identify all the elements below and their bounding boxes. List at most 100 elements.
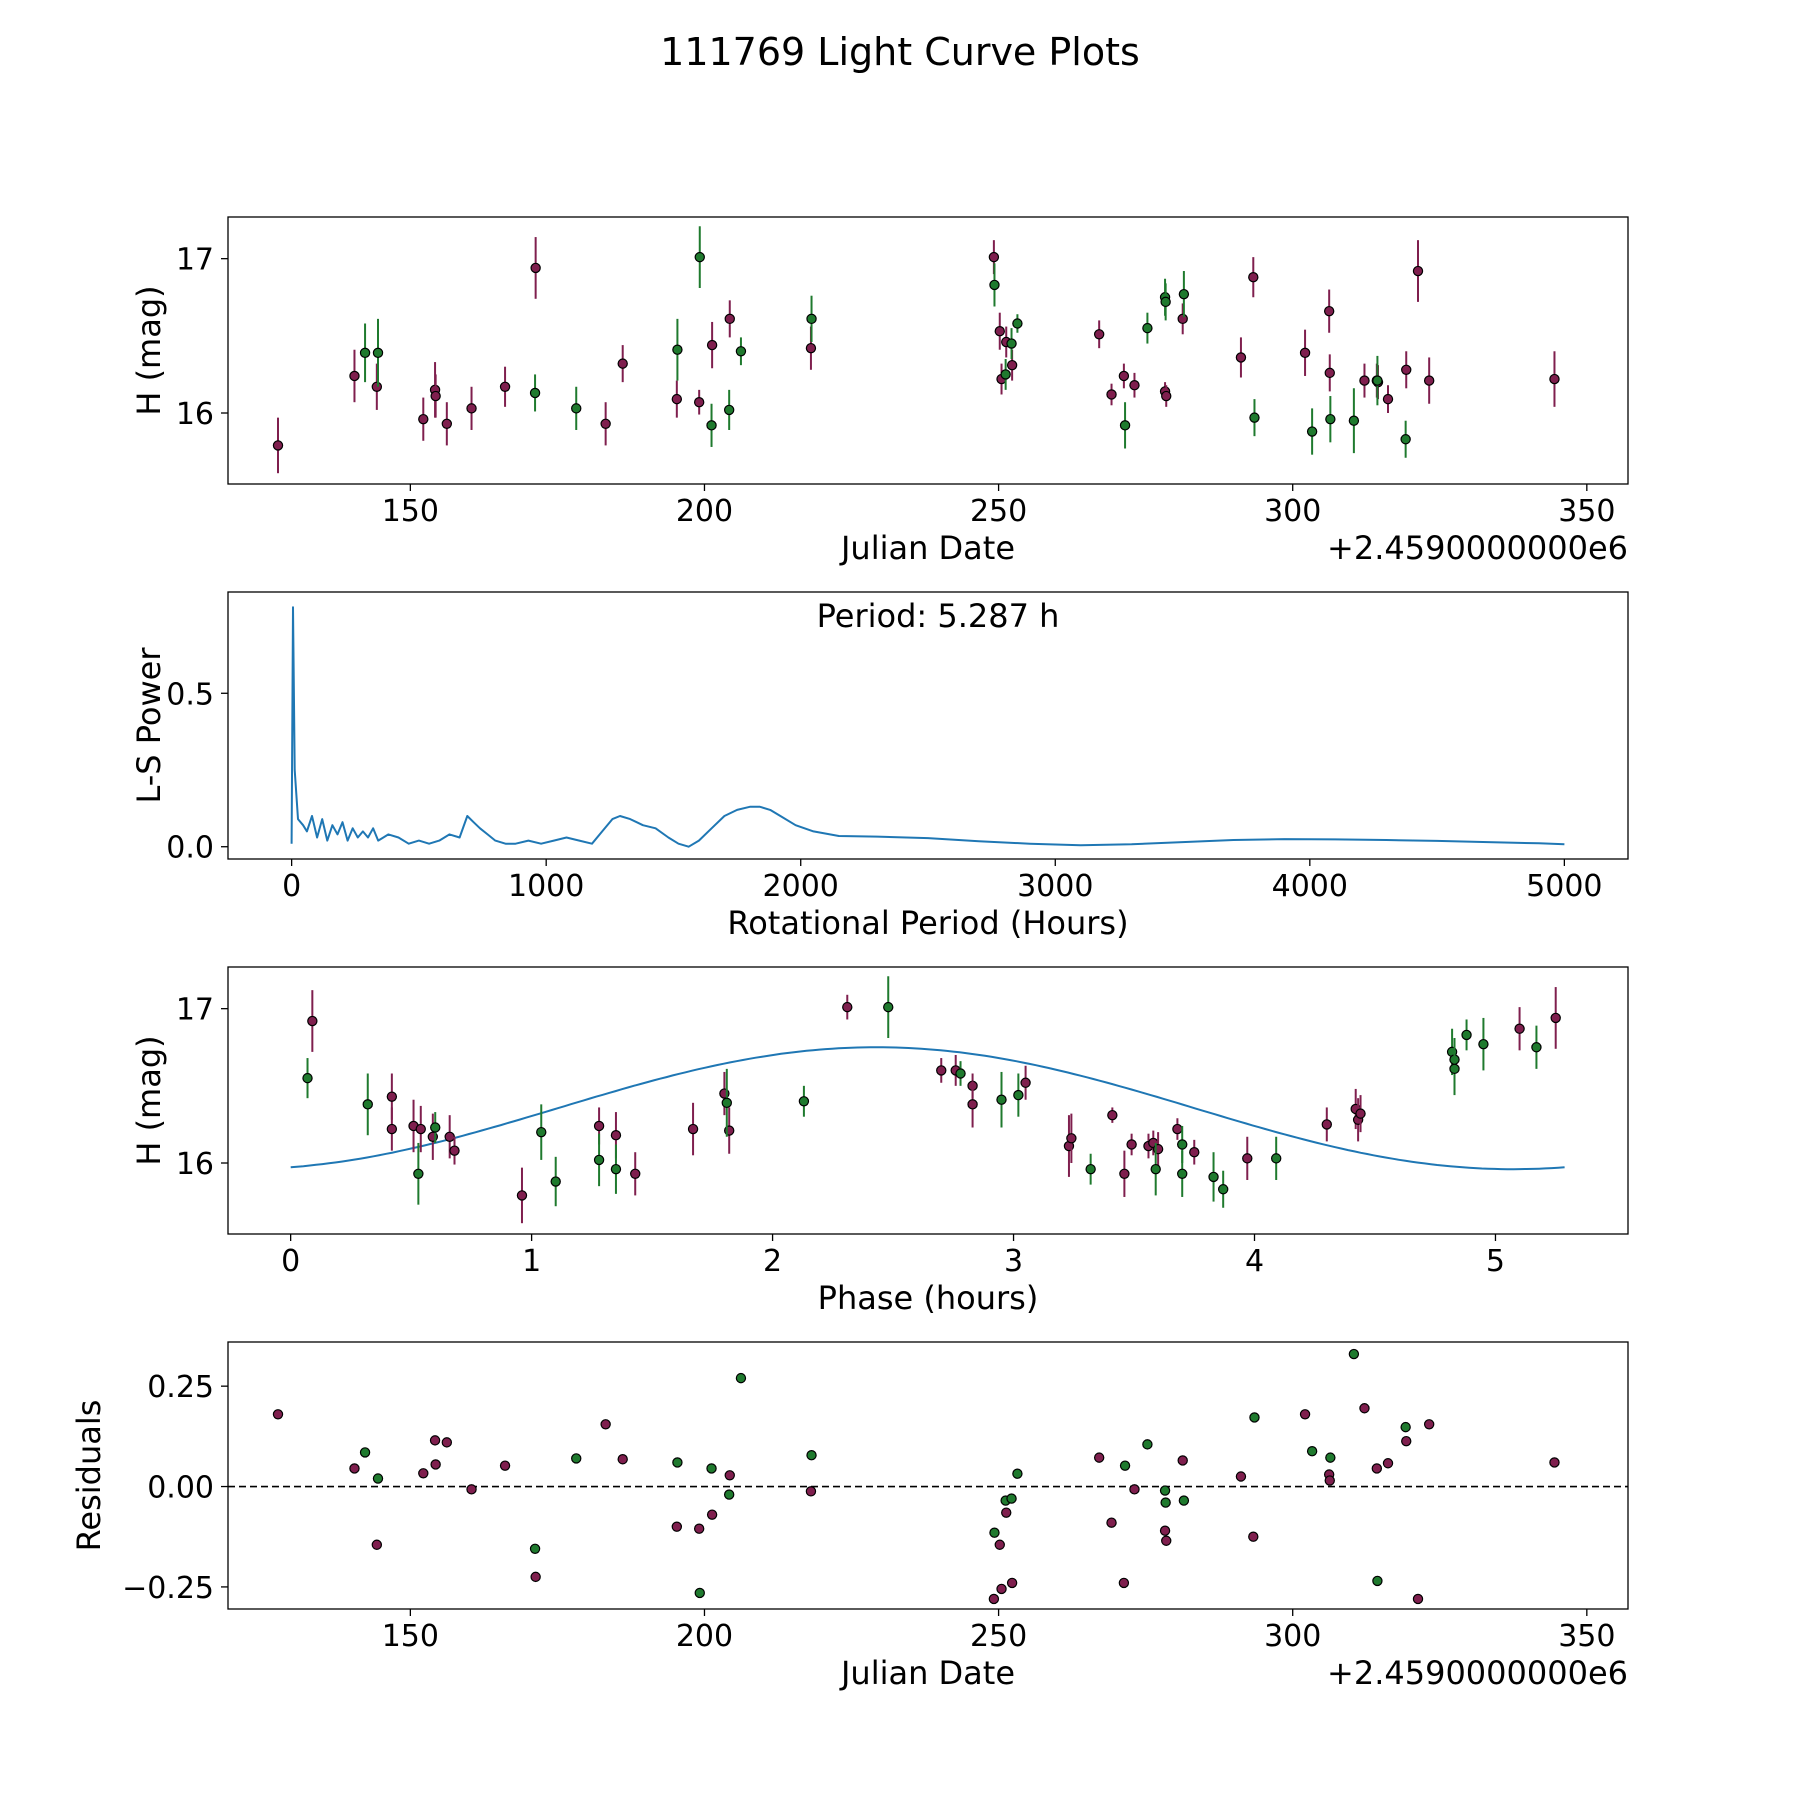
data-point [723, 1489, 735, 1500]
x-tick-label: 200 [676, 1619, 733, 1654]
data-point [1159, 1485, 1171, 1496]
data-point [362, 1099, 373, 1110]
data-point [499, 381, 511, 392]
data-point [302, 1072, 313, 1084]
data-point [1177, 1455, 1188, 1466]
data-point [1242, 1153, 1253, 1164]
x-tick-label: 300 [1264, 494, 1321, 529]
x-tick-label: 250 [970, 1619, 1027, 1654]
data-point [687, 1123, 699, 1135]
light-curve-data-layer [272, 226, 1560, 474]
data-point [1325, 1452, 1336, 1463]
data-point [349, 1463, 360, 1474]
data-point [449, 1145, 460, 1156]
data-point [721, 1097, 732, 1109]
data-point [1324, 1475, 1335, 1486]
data-point [1412, 1593, 1424, 1605]
data-point [1355, 1108, 1366, 1119]
phase-folded-panel: 0 1 2 3 4 5 16 17 Phase (hours) H (mag) [130, 966, 1629, 1317]
data-point [1107, 1109, 1118, 1121]
data-point [571, 1453, 582, 1464]
data-point [1012, 318, 1023, 329]
data-point [418, 413, 429, 425]
data-point [1249, 1412, 1260, 1423]
data-point [1178, 1495, 1190, 1506]
data-point [1066, 1133, 1077, 1144]
data-point [694, 251, 705, 263]
data-point [1372, 1575, 1383, 1587]
light-curve-xlabel: Julian Date [839, 529, 1015, 567]
axes-frame [227, 216, 1629, 485]
data-point [1382, 393, 1394, 405]
residuals-plot-area: 150 200 250 300 350 0.25 0.00 −0.25 [122, 1341, 1629, 1654]
data-point [617, 1454, 628, 1465]
data-point [1020, 1077, 1031, 1088]
data-point [1006, 1577, 1018, 1589]
data-point [1323, 305, 1335, 317]
residuals-ylabel: Residuals [70, 1400, 108, 1552]
data-point [1449, 1063, 1460, 1075]
data-point [806, 313, 817, 325]
data-point [1093, 329, 1105, 340]
y-tick-label: 0.0 [166, 831, 214, 866]
data-point [1119, 1168, 1130, 1180]
data-point [1001, 1507, 1012, 1518]
data-point [798, 1096, 810, 1107]
data-point [989, 279, 1000, 291]
data-point [1382, 1458, 1394, 1469]
residuals-x-offset: +2.4590000000e6 [1327, 1654, 1628, 1692]
data-point [1129, 1484, 1140, 1495]
data-point [1000, 369, 1011, 380]
data-point [1013, 1089, 1024, 1101]
data-point [1106, 1517, 1117, 1528]
axes-frame [227, 1341, 1629, 1610]
data-point [530, 262, 541, 274]
data-point [1359, 1403, 1370, 1414]
x-tick-label: 5 [1486, 1244, 1505, 1279]
data-point [706, 1463, 717, 1474]
data-point [694, 1587, 705, 1599]
data-point [1549, 373, 1560, 385]
residuals-panel: 150 200 250 300 350 0.25 0.00 −0.25 Julian Date… [70, 1341, 1629, 1692]
data-point [630, 1168, 641, 1180]
data-point [671, 393, 683, 405]
data-point [600, 418, 611, 430]
data-point [430, 1459, 441, 1470]
data-point [1085, 1163, 1096, 1175]
data-point [1178, 288, 1190, 300]
data-point [671, 1521, 683, 1532]
data-point [1172, 1123, 1183, 1135]
data-point [1177, 1168, 1188, 1180]
data-point [1248, 271, 1259, 283]
data-point [706, 1509, 718, 1520]
data-point [1189, 1147, 1200, 1158]
data-point [371, 381, 383, 392]
data-point [272, 440, 284, 451]
x-tick-label: 3000 [1017, 869, 1093, 904]
data-point [1248, 1531, 1259, 1542]
data-point [988, 1593, 1000, 1605]
data-point [1093, 1452, 1105, 1463]
data-point [693, 397, 705, 408]
data-point [1129, 380, 1140, 391]
data-point [1306, 1446, 1318, 1457]
data-point [441, 418, 453, 430]
data-point [672, 1457, 683, 1468]
data-point [1217, 1184, 1229, 1195]
x-tick-label: 3 [1004, 1244, 1023, 1279]
data-point [1006, 1493, 1017, 1504]
x-tick-label: 4 [1245, 1244, 1264, 1279]
data-point [1348, 415, 1360, 426]
data-point [805, 342, 817, 354]
data-point [735, 346, 747, 357]
data-point [444, 1131, 455, 1142]
data-point [1012, 1468, 1023, 1479]
data-point [1324, 367, 1335, 379]
y-tick-label: −0.25 [122, 1571, 214, 1606]
data-point [1126, 1139, 1137, 1150]
data-point [600, 1419, 611, 1430]
data-point [1423, 375, 1435, 386]
data-point [1118, 370, 1130, 382]
